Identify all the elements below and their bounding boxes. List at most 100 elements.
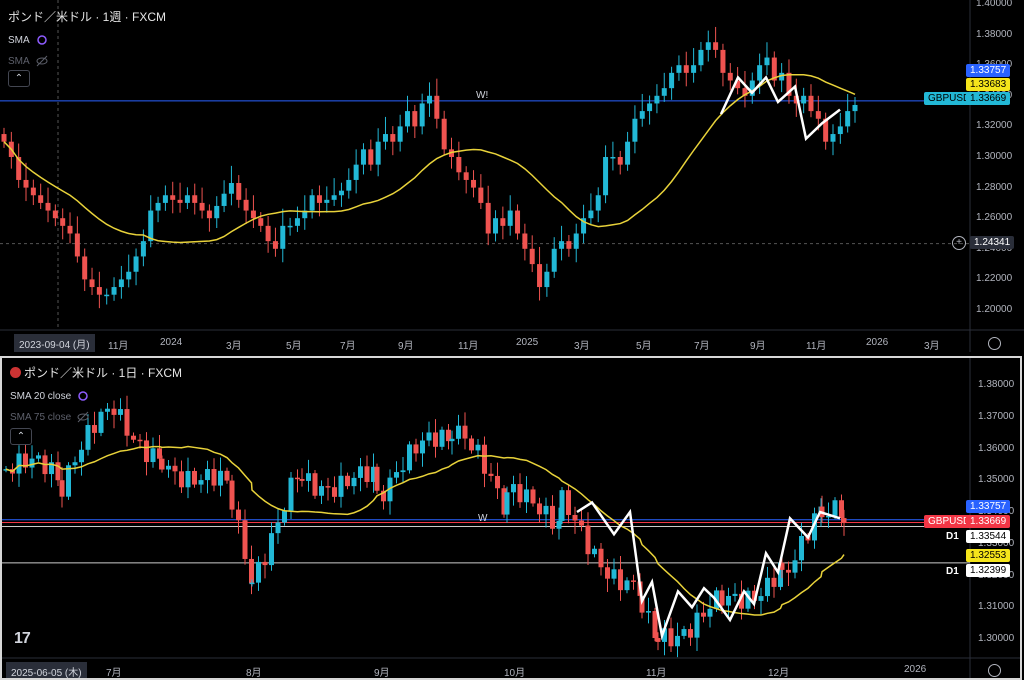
daily-candle [269, 533, 274, 566]
daily-candle [812, 513, 817, 541]
d1-label-lower: D1 [946, 566, 959, 577]
daily-candle [469, 438, 474, 451]
daily-sma-row[interactable]: SMA 20 close [10, 390, 182, 402]
weekly-chart-pane[interactable]: ポンド／米ドル · 1週 · FXCM SMA SMA ⌃ W! 2023-09… [0, 0, 1024, 352]
settings-icon[interactable] [36, 34, 48, 46]
weekly-candle [779, 72, 785, 81]
weekly-chart-canvas[interactable] [0, 0, 1024, 352]
daily-y-label: 1.38000 [978, 379, 1015, 390]
daily-d1-lower-price: 1.32399 [966, 564, 1011, 577]
weekly-candle [749, 80, 755, 96]
weekly-candle [793, 95, 799, 104]
daily-candle [543, 505, 549, 515]
weekly-sma-row[interactable]: SMA [8, 34, 166, 46]
daily-candle [29, 458, 35, 468]
daily-y-label: 1.31000 [978, 601, 1015, 613]
daily-candle [592, 548, 597, 555]
daily-y-label: 1.33000 [978, 537, 1015, 549]
daily-candle [566, 490, 571, 515]
weekly-candle [382, 134, 388, 142]
weekly-candle [852, 104, 858, 112]
daily-candle [652, 611, 658, 639]
daily-candle [131, 435, 136, 440]
weekly-candle [654, 95, 660, 104]
daily-candle [681, 629, 687, 636]
weekly-candle [272, 241, 278, 249]
weekly-candle [463, 172, 469, 180]
gear-icon[interactable] [988, 664, 1001, 677]
daily-candle [224, 470, 230, 481]
gear-icon[interactable] [988, 337, 1001, 350]
daily-candle [192, 470, 197, 485]
daily-candle [111, 408, 117, 415]
weekly-tag-high: 1.33757 [966, 64, 1011, 77]
weekly-sma2-label: SMA [8, 55, 30, 67]
weekly-candle [148, 210, 154, 242]
daily-candle [98, 411, 104, 433]
weekly-candle [639, 111, 645, 119]
weekly-candle [515, 210, 521, 234]
weekly-candle [302, 210, 308, 219]
weekly-y-label: 1.32000 [976, 120, 1013, 132]
weekly-candle [595, 195, 601, 211]
daily-chart-pane[interactable]: ポンド／米ドル · 1日 · FXCM SMA 20 close SMA 75 … [0, 356, 1022, 680]
weekly-candle [294, 218, 300, 226]
daily-x-label: 9月 [374, 668, 390, 679]
daily-candle [475, 444, 481, 451]
daily-x-label: 2026 [904, 664, 927, 675]
daily-candle [312, 473, 318, 496]
weekly-sma2-row[interactable]: SMA [8, 55, 166, 67]
weekly-candle [522, 233, 528, 249]
daily-candle [319, 486, 324, 496]
weekly-x-label: 2024 [160, 337, 183, 348]
collapse-legend-button[interactable]: ⌃ [8, 70, 30, 87]
collapse-legend-button[interactable]: ⌃ [10, 428, 32, 445]
daily-candle [159, 458, 165, 470]
weekly-candle [559, 241, 565, 249]
daily-candle [179, 471, 184, 488]
daily-candle [166, 465, 171, 470]
weekly-x-label: 3月 [574, 341, 590, 352]
eye-hidden-icon[interactable] [36, 55, 48, 67]
daily-candle [792, 560, 798, 573]
settings-icon[interactable] [77, 390, 89, 402]
daily-candle [211, 469, 217, 486]
daily-sma2-row[interactable]: SMA 75 close [10, 411, 182, 423]
daily-candle [662, 628, 667, 642]
add-alert-icon[interactable]: + [952, 236, 966, 250]
daily-candle [841, 518, 847, 523]
weekly-candle [588, 210, 594, 219]
weekly-candle [228, 183, 234, 194]
weekly-chart-title: ポンド／米ドル · 1週 · FXCM [8, 10, 166, 24]
daily-wave-line [576, 500, 841, 641]
daily-chart-canvas[interactable] [2, 358, 1022, 678]
daily-candle [345, 475, 350, 487]
daily-candle [517, 484, 523, 503]
d1-label-upper: D1 [946, 531, 959, 542]
weekly-candle [390, 134, 396, 142]
weekly-candle [192, 195, 198, 203]
daily-candle [524, 489, 529, 503]
weekly-candle [691, 65, 697, 73]
weekly-candle [610, 157, 616, 159]
weekly-candle [331, 195, 337, 200]
weekly-candle [801, 95, 807, 104]
weekly-candle [38, 195, 44, 203]
daily-candle [456, 425, 461, 439]
daily-candle [185, 470, 191, 488]
daily-y-label: 1.36000 [978, 442, 1015, 454]
weekly-x-label: 7月 [694, 341, 710, 352]
daily-y-label: 1.35000 [978, 474, 1015, 486]
weekly-candle [118, 279, 124, 288]
weekly-y-label: 1.40000 [976, 0, 1013, 9]
daily-candle [137, 439, 143, 442]
eye-hidden-icon[interactable] [77, 411, 89, 423]
weekly-candle [221, 193, 227, 206]
daily-candle [611, 569, 617, 579]
weekly-candle [493, 218, 499, 234]
weekly-candle [346, 179, 352, 191]
daily-candle [85, 425, 91, 450]
daily-title-text: ポンド／米ドル · 1日 · FXCM [24, 366, 182, 380]
daily-candle [675, 635, 680, 647]
weekly-y-label: 1.20000 [976, 304, 1013, 315]
